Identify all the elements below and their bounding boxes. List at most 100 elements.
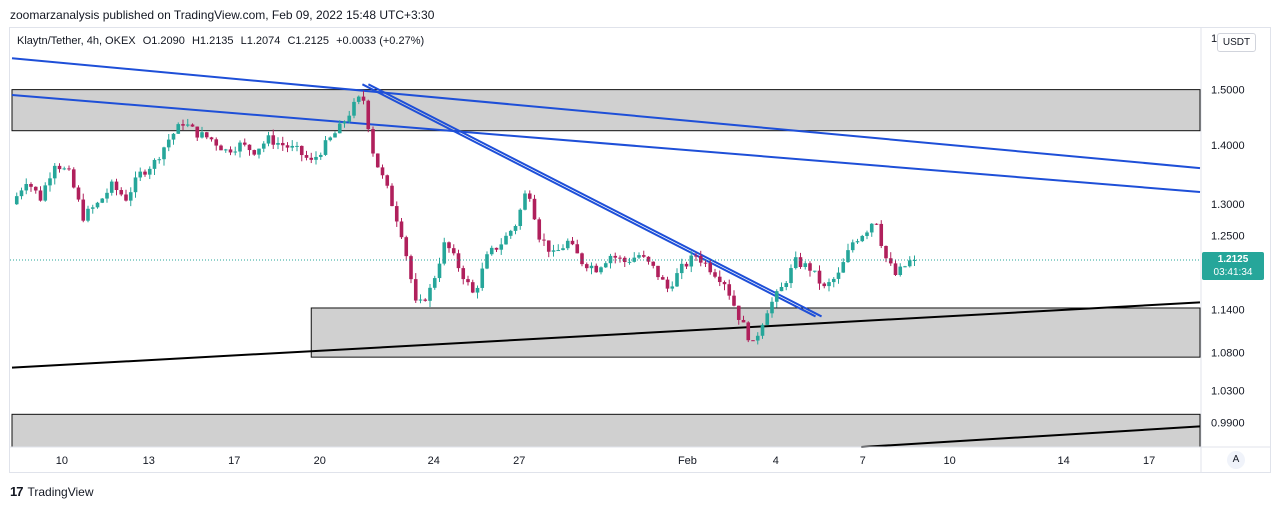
candle (409, 254, 413, 284)
candle (893, 259, 898, 276)
candle (14, 192, 19, 205)
tradingview-logo[interactable]: 17 TradingView (10, 484, 94, 499)
trendline-2-1[interactable] (367, 83, 823, 318)
candle (732, 290, 736, 307)
zones-layer (11, 89, 1201, 448)
candle (399, 218, 404, 239)
candle (304, 150, 309, 161)
candle (238, 140, 242, 158)
candle (675, 268, 679, 287)
candle (827, 278, 831, 292)
candle (608, 253, 613, 269)
trendline-0[interactable] (11, 57, 1201, 170)
candle (451, 244, 456, 256)
candle (152, 158, 157, 176)
candle (632, 252, 637, 263)
supply-demand-zone-2[interactable] (11, 413, 1201, 448)
x-tick-label: 7 (860, 455, 866, 467)
currency-unit-button[interactable]: USDT (1217, 33, 1256, 52)
candle (333, 131, 337, 138)
candle (480, 262, 485, 291)
candle (703, 260, 708, 268)
trendline-1[interactable] (11, 93, 1201, 193)
x-tick-label: 27 (513, 455, 525, 467)
candle (556, 244, 561, 252)
candle (19, 187, 24, 200)
candle (713, 268, 717, 279)
candle (694, 253, 698, 261)
candle (323, 135, 328, 156)
candle (532, 194, 537, 220)
candle (689, 251, 694, 273)
candle (143, 169, 147, 177)
candle (394, 201, 399, 227)
candle (43, 182, 48, 202)
brand-name: TradingView (27, 484, 94, 499)
candle (551, 244, 556, 257)
candle (299, 145, 304, 162)
candle (698, 250, 703, 267)
candle (124, 189, 128, 202)
candle (789, 264, 793, 289)
candle (57, 163, 62, 173)
candle (318, 152, 323, 160)
publish-attribution: zoomarzanalysis published on TradingView… (10, 8, 435, 22)
candle (276, 137, 280, 150)
legend-close: C1.2125 (287, 35, 330, 47)
candle (171, 133, 176, 145)
trendline-3[interactable] (11, 301, 1201, 369)
symbol-legend: Klaytn/Tether, 4h, OKEX O1.2090 H1.2135 … (17, 35, 428, 47)
candle (252, 149, 257, 156)
candle (736, 305, 741, 325)
candle (841, 258, 846, 273)
candle (81, 193, 86, 223)
legend-open: O1.2090 (142, 35, 185, 47)
candle (627, 257, 632, 265)
candle (200, 126, 204, 139)
chart-frame (9, 27, 1271, 473)
candle (390, 183, 394, 207)
candle (380, 164, 385, 179)
candle (542, 233, 546, 247)
y-tick-label: 1.0300 (1211, 386, 1245, 398)
candle (470, 279, 475, 294)
candle (518, 208, 523, 230)
supply-demand-zone-1[interactable] (310, 307, 1201, 358)
candle (309, 152, 314, 164)
candle (774, 289, 779, 308)
candle (613, 252, 618, 264)
y-tick-label: 1.2500 (1211, 231, 1245, 243)
candle (869, 223, 874, 237)
candle (670, 281, 675, 292)
candle (371, 126, 375, 157)
candle (271, 129, 276, 149)
candle (204, 131, 209, 140)
x-tick-label: 10 (944, 455, 956, 467)
candle (523, 190, 527, 211)
candle (817, 265, 822, 290)
candle (138, 167, 143, 182)
candle (67, 165, 71, 171)
candle (850, 239, 855, 253)
last-price-value: 1.2125 (1217, 254, 1249, 266)
time-axis: 10 13 17 20 24 27 Feb 4 7 10 14 17 (10, 28, 1270, 472)
candle (580, 252, 584, 267)
candle (912, 255, 917, 266)
x-tick-label: 4 (773, 455, 779, 467)
candle (375, 153, 380, 168)
candle (504, 232, 508, 245)
candle (660, 275, 665, 280)
trendline-4[interactable] (861, 425, 1201, 448)
candle (779, 282, 784, 292)
candle (285, 142, 290, 153)
candle (765, 310, 770, 326)
legend-change: +0.0033 (+0.27%) (336, 35, 425, 47)
trendline-2-0[interactable] (361, 83, 817, 318)
candle (119, 187, 124, 197)
candle (508, 229, 513, 239)
candle (219, 144, 223, 151)
candle (90, 204, 95, 214)
auto-scale-button[interactable]: A (1227, 451, 1245, 469)
candle (195, 126, 200, 141)
